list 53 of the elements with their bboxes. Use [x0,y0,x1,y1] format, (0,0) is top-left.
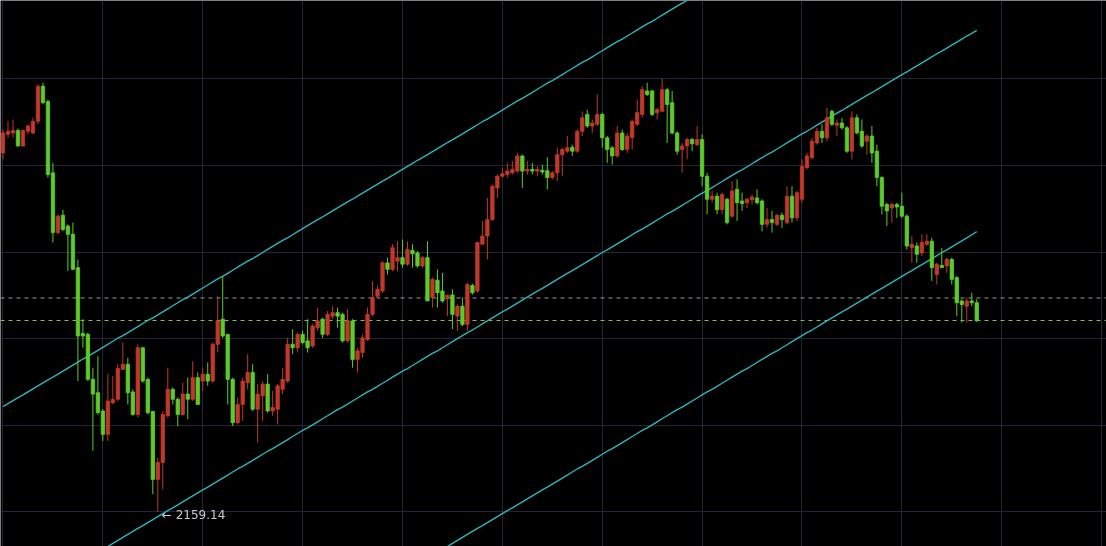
candlestick [695,125,700,147]
candlestick [715,192,720,215]
candlestick [345,308,350,344]
candlestick [779,212,785,229]
candlestick [10,119,16,139]
candlestick [520,154,525,189]
candlestick [859,119,865,149]
candlestick [620,129,625,152]
candlestick [60,209,66,232]
candlestick [824,107,830,142]
candlestick [844,125,850,154]
candlestick [190,360,195,402]
candlestick [430,277,435,308]
candlestick [320,317,325,339]
candlestick [889,202,894,224]
candlestick [914,242,919,264]
candlestick [764,207,770,229]
candlestick [734,178,740,222]
candlestick [290,328,295,355]
candlestick [759,198,765,232]
candlestick [789,185,795,224]
candlestick [739,192,745,212]
candlestick [0,129,6,160]
candlestick [55,213,61,235]
candlestick [295,332,300,354]
candlestick [819,123,825,144]
candlestick [405,240,410,267]
candlestick [180,382,185,417]
candlestick [585,109,590,129]
candlestick [724,197,730,225]
candlestick [200,367,205,392]
candlestick [205,361,210,387]
candlestick [450,288,455,330]
candlestick [909,235,914,264]
candlestick [400,239,405,269]
candlestick [680,142,685,174]
candlestick [719,192,725,215]
annotation: ← 2159.14 [161,507,226,522]
candlestick [744,197,750,209]
candlestick [834,119,840,137]
candlestick [939,247,944,269]
candlestick [710,190,715,204]
candlestick [460,297,465,327]
candlestick [665,87,670,144]
candlestick [690,137,695,152]
candlestick [185,377,190,420]
candlestick [934,262,939,286]
candlestick [769,210,775,234]
candlestick [964,297,969,324]
candlestick [749,193,755,205]
candlestick [615,125,620,159]
candlestick [864,133,869,156]
candlestick [455,303,460,332]
